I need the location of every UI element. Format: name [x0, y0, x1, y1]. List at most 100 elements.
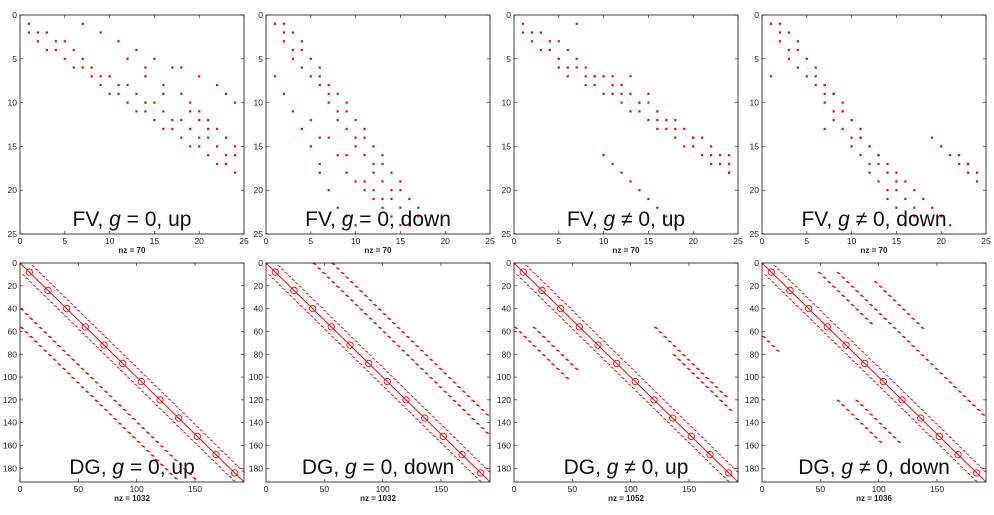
nonzero-mark	[135, 48, 138, 52]
y-tick-label: 0	[754, 10, 759, 20]
nonzero-mark	[36, 31, 40, 34]
nonzero-mark	[966, 171, 970, 174]
off-diagonal-band-2	[22, 274, 236, 482]
y-tick-label: 15	[8, 141, 18, 151]
y-tick-label: 0	[754, 258, 759, 268]
diagonal-block	[346, 341, 354, 349]
x-tick-label: 5	[62, 236, 67, 246]
nonzero-mark	[233, 101, 237, 104]
nonzero-mark	[949, 224, 952, 227]
gravity-symbol: g	[345, 456, 357, 479]
y-tick-label: 140	[497, 418, 511, 428]
nonzero-marks	[27, 22, 237, 174]
nonzero-mark	[273, 75, 277, 78]
nonzero-mark	[796, 48, 799, 52]
plot-frame	[19, 262, 245, 483]
nonzero-mark	[665, 215, 668, 218]
off-diagonal-band-1	[525, 264, 739, 473]
nonzero-mark	[796, 66, 799, 69]
nonzero-mark	[859, 127, 862, 130]
y-tick-label: 40	[8, 304, 18, 314]
nonzero-mark	[318, 136, 321, 139]
nonzero-mark	[233, 171, 237, 174]
nonzero-mark	[354, 224, 357, 227]
diagonal-block	[575, 323, 583, 331]
diagonal-block	[439, 432, 447, 441]
far-band-1	[513, 326, 570, 380]
nonzero-mark	[718, 162, 722, 166]
nonzero-mark	[354, 119, 357, 122]
nonzero-mark	[162, 110, 165, 113]
nonzero-mark	[363, 180, 366, 183]
y-tick-label: 20	[502, 281, 512, 291]
nonzero-mark	[345, 171, 348, 174]
diagonal-block	[25, 268, 33, 276]
y-tick-label: 60	[254, 326, 264, 336]
nonzero-mark	[63, 57, 66, 60]
x-tick-label: 5	[804, 236, 809, 246]
x-tick-label: 0	[760, 236, 765, 246]
nonzero-mark	[372, 162, 375, 166]
nonzero-mark	[841, 101, 844, 104]
diagonal-band	[265, 262, 491, 483]
nonzero-mark	[850, 136, 853, 139]
nonzero-mark	[859, 154, 862, 157]
y-tick-label: 80	[254, 349, 264, 359]
axis-ticks: 0 50 100 150 0 20 40 60 80 100 120 140 160 180	[497, 258, 738, 494]
diagonal-block	[879, 377, 887, 386]
off-diagonal-band-2	[516, 274, 730, 482]
nonzero-mark	[126, 83, 129, 87]
nonzero-mark	[727, 154, 731, 157]
nonzero-mark	[399, 180, 402, 183]
caption-part: FV,	[305, 208, 342, 231]
nz-count-label: nz = 70	[613, 246, 640, 255]
diagonal-block	[786, 286, 794, 295]
nonzero-mark	[162, 83, 165, 87]
nonzero-mark	[602, 92, 605, 95]
axis-ticks: 0 50 100 150 0 20 40 60 80 100 120 140 160 180	[249, 258, 490, 494]
nonzero-mark	[940, 215, 943, 218]
nonzero-mark	[620, 171, 623, 174]
nonzero-mark	[841, 110, 844, 113]
diagonal-block	[100, 341, 108, 349]
nonzero-mark	[233, 145, 237, 148]
nonzero-mark	[611, 75, 614, 78]
diagonal-block	[383, 377, 391, 386]
axis-ticks: 0 50 100 150 0 20 40 60 80 100 120 140 160 180	[3, 258, 244, 494]
gravity-symbol: g	[841, 456, 853, 479]
nonzero-mark	[823, 92, 826, 95]
nonzero-mark	[318, 83, 321, 87]
nonzero-mark	[153, 119, 156, 122]
nonzero-mark	[575, 66, 578, 69]
x-tick-label: 0	[264, 484, 269, 494]
y-tick-label: 5	[12, 54, 17, 64]
y-tick-label: 140	[745, 418, 759, 428]
y-tick-label: 80	[502, 349, 512, 359]
nonzero-mark	[345, 215, 348, 218]
panel-caption: DG, g ≠ 0, up	[564, 456, 689, 479]
nonzero-mark	[327, 101, 330, 104]
nonzero-mark	[291, 110, 294, 113]
diagonal-block	[917, 414, 925, 422]
nonzero-mark	[54, 40, 57, 43]
nonzero-mark	[877, 162, 880, 166]
y-tick-label: 15	[750, 141, 760, 151]
far-band-4	[672, 353, 733, 412]
nonzero-mark	[372, 171, 375, 174]
nonzero-mark	[850, 119, 853, 122]
nonzero-mark	[198, 75, 201, 78]
nonzero-mark	[417, 215, 420, 218]
nonzero-mark	[832, 119, 835, 122]
diagonal-block	[669, 414, 677, 422]
x-tick-label: 0	[18, 484, 23, 494]
nonzero-mark	[345, 154, 348, 157]
nonzero-mark	[656, 127, 659, 130]
nonzero-mark	[216, 162, 219, 166]
nonzero-mark	[36, 40, 40, 43]
nonzero-mark	[216, 83, 219, 87]
y-tick-label: 60	[502, 326, 512, 336]
